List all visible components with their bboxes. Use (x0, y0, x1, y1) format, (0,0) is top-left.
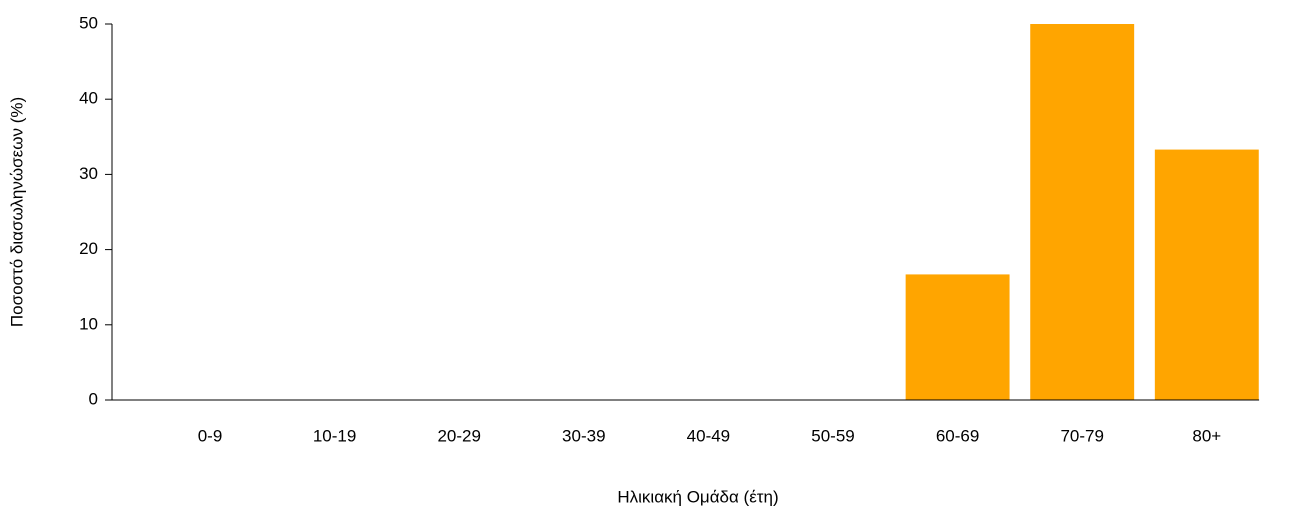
x-tick-label: 50-59 (811, 426, 854, 445)
y-tick-label: 30 (79, 164, 98, 183)
y-tick-label: 40 (79, 89, 98, 108)
bar (905, 274, 1010, 400)
x-tick-label: 0-9 (198, 426, 223, 445)
y-tick-label: 20 (79, 239, 98, 258)
x-tick-label: 40-49 (687, 426, 730, 445)
bar (1154, 149, 1259, 400)
bar (1030, 24, 1135, 400)
x-tick-label: 60-69 (936, 426, 979, 445)
y-tick-label: 0 (89, 389, 98, 408)
x-tick-label: 10-19 (313, 426, 356, 445)
x-axis-title: Ηλικιακή Ομάδα (έτη) (617, 487, 778, 506)
x-tick-label: 70-79 (1060, 426, 1103, 445)
y-tick-label: 10 (79, 314, 98, 333)
x-tick-label: 80+ (1192, 426, 1221, 445)
x-tick-label: 30-39 (562, 426, 605, 445)
x-tick-label: 20-29 (437, 426, 480, 445)
y-axis-title: Ποσοστό διασωληνώσεων (%) (7, 97, 26, 327)
y-tick-label: 50 (79, 13, 98, 32)
